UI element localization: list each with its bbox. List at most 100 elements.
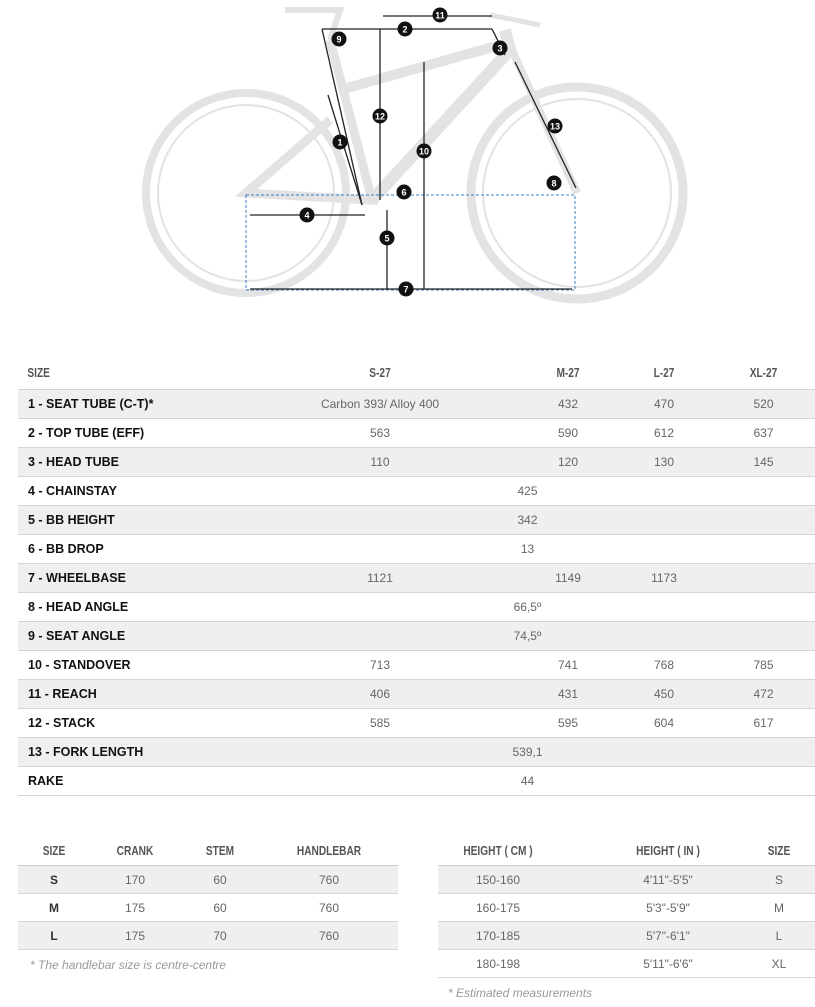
marker-9: 9 bbox=[331, 31, 347, 47]
merged-value: 342 bbox=[517, 513, 538, 527]
cell-value: 450 bbox=[653, 687, 675, 701]
row-label: 12 - STACK bbox=[28, 716, 96, 730]
table-row: 5 - BB HEIGHT 342 bbox=[18, 506, 815, 535]
cell-value: 1121 bbox=[367, 571, 393, 585]
table-row: 12 - STACK 585 595 604 617 bbox=[18, 709, 815, 738]
cell-value: 150-160 bbox=[475, 872, 521, 887]
components-table: SIZE CRANK STEM HANDLEBAR S 170 60 760 M 175 60 760… bbox=[18, 835, 398, 951]
cell-value: 595 bbox=[557, 716, 579, 730]
cell-value: 585 bbox=[369, 716, 391, 730]
table-row: 13 - FORK LENGTH 539,1 bbox=[18, 738, 815, 767]
svg-text:11: 11 bbox=[435, 11, 445, 21]
table-row: 6 - BB DROP 13 bbox=[18, 535, 815, 564]
cell-value: 5'3"-5'9" bbox=[646, 900, 690, 915]
cell-value: 741 bbox=[557, 658, 579, 672]
marker-6: 6 bbox=[396, 184, 412, 200]
table-row: 11 - REACH 406 431 450 472 bbox=[18, 680, 815, 709]
marker-13: 13 bbox=[547, 118, 563, 134]
column-header: SIZE bbox=[27, 364, 50, 380]
cell-value: 175 bbox=[124, 900, 146, 915]
marker-1: 1 bbox=[332, 134, 348, 150]
table-row: 7 - WHEELBASE 1121 1149 1173 bbox=[18, 564, 815, 593]
table-row: RAKE 44 bbox=[18, 767, 815, 796]
table-row: 150-160 4'11"-5'5" S bbox=[438, 866, 815, 894]
cell-value: 70 bbox=[213, 928, 227, 943]
marker-5: 5 bbox=[379, 230, 395, 246]
table-header: SIZE S-27 M-27 L-27 XL-27 bbox=[18, 355, 815, 390]
cell-value: L bbox=[50, 928, 58, 943]
merged-value: 66,5º bbox=[513, 600, 542, 614]
cell-value: 1173 bbox=[651, 571, 677, 585]
svg-text:8: 8 bbox=[551, 179, 556, 189]
row-label: 9 - SEAT ANGLE bbox=[28, 629, 126, 643]
cell-value: 110 bbox=[370, 455, 390, 469]
cell-value: 472 bbox=[753, 687, 774, 701]
merged-value: 539,1 bbox=[512, 745, 543, 759]
table-row: 180-198 5'11"-6'6" XL bbox=[438, 950, 815, 978]
cell-value: XL bbox=[771, 956, 787, 971]
table-row: 160-175 5'3"-5'9" M bbox=[438, 894, 815, 922]
cell-value: 785 bbox=[753, 658, 774, 672]
cell-value: 760 bbox=[318, 900, 340, 915]
svg-text:9: 9 bbox=[336, 35, 341, 45]
merged-value: 44 bbox=[520, 774, 535, 788]
cell-value: 60 bbox=[213, 872, 227, 887]
cell-value: 470 bbox=[653, 397, 675, 411]
svg-text:5: 5 bbox=[384, 234, 389, 244]
column-header: HANDLEBAR bbox=[296, 842, 362, 858]
cell-value: 160-175 bbox=[475, 900, 521, 915]
marker-7: 7 bbox=[398, 281, 414, 297]
marker-11: 11 bbox=[432, 7, 448, 23]
column-header: CRANK bbox=[116, 842, 154, 858]
row-label: 1 - SEAT TUBE (C-T)* bbox=[28, 397, 154, 411]
table-row: 3 - HEAD TUBE 110 120 130 145 bbox=[18, 448, 815, 477]
row-label: 7 - WHEELBASE bbox=[28, 571, 126, 585]
table-row: 2 - TOP TUBE (EFF) 563 590 612 637 bbox=[18, 419, 815, 448]
table-row: 8 - HEAD ANGLE 66,5º bbox=[18, 593, 815, 622]
svg-text:3: 3 bbox=[497, 44, 502, 54]
marker-3: 3 bbox=[492, 40, 508, 56]
cell-value: 713 bbox=[369, 658, 391, 672]
cell-value: 170 bbox=[124, 872, 146, 887]
cell-value: 406 bbox=[369, 687, 391, 701]
svg-text:6: 6 bbox=[401, 188, 406, 198]
row-label: 3 - HEAD TUBE bbox=[28, 455, 119, 469]
table-row: 170-185 5'7"-6'1" L bbox=[438, 922, 815, 950]
sizing-note: * Estimated measurements bbox=[448, 986, 593, 1000]
cell-value: 760 bbox=[318, 872, 340, 887]
merged-value: 425 bbox=[517, 484, 538, 498]
components-note: * The handlebar size is centre-centre bbox=[30, 958, 227, 972]
cell-value: S bbox=[774, 872, 783, 887]
cell-value: M bbox=[774, 900, 784, 915]
table-row: 10 - STANDOVER 713 741 768 785 bbox=[18, 651, 815, 680]
dimension-lines bbox=[250, 15, 577, 290]
sizing-table: HEIGHT ( CM ) HEIGHT ( IN ) SIZE 150-160 4'1… bbox=[438, 835, 815, 979]
cell-value: Carbon 393/ Alloy 400 bbox=[320, 397, 440, 411]
geometry-table: SIZE S-27 M-27 L-27 XL-27 1 - SEAT TUBE (C-T)… bbox=[18, 355, 815, 797]
table-row: 1 - SEAT TUBE (C-T)* Carbon 393/ Alloy 40… bbox=[18, 390, 815, 419]
cell-value: 5'11"-6'6" bbox=[643, 956, 693, 971]
row-label: 13 - FORK LENGTH bbox=[28, 745, 144, 759]
merged-value: 13 bbox=[520, 542, 535, 556]
column-header: HEIGHT ( IN ) bbox=[636, 842, 700, 858]
column-header: HEIGHT ( CM ) bbox=[463, 842, 533, 858]
svg-text:7: 7 bbox=[403, 285, 408, 295]
cell-value: S bbox=[49, 872, 58, 887]
cell-value: 604 bbox=[653, 716, 675, 730]
row-label: 8 - HEAD ANGLE bbox=[28, 600, 129, 614]
cell-value: 520 bbox=[753, 397, 774, 411]
cell-value: 175 bbox=[124, 928, 146, 943]
svg-text:2: 2 bbox=[402, 25, 407, 35]
table-header: HEIGHT ( CM ) HEIGHT ( IN ) SIZE bbox=[438, 835, 815, 866]
svg-text:1: 1 bbox=[337, 138, 342, 148]
bike-silhouette bbox=[142, 7, 688, 304]
marker-10: 10 bbox=[416, 143, 432, 159]
cell-value: 130 bbox=[653, 455, 675, 469]
column-header: SIZE bbox=[42, 842, 66, 858]
cell-value: 170-185 bbox=[475, 928, 521, 943]
cell-value: 120 bbox=[557, 455, 579, 469]
marker-2: 2 bbox=[397, 21, 413, 37]
column-header: L-27 bbox=[653, 364, 675, 380]
column-header: S-27 bbox=[369, 364, 391, 380]
cell-value: 617 bbox=[753, 716, 774, 730]
